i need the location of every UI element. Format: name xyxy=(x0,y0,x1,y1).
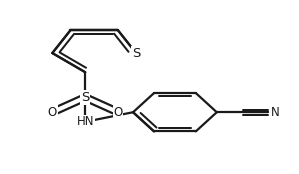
Text: O: O xyxy=(114,106,123,119)
Text: N: N xyxy=(271,106,280,119)
Text: S: S xyxy=(81,91,89,104)
Text: O: O xyxy=(48,106,57,119)
Text: HN: HN xyxy=(77,115,94,128)
Text: S: S xyxy=(132,47,140,60)
